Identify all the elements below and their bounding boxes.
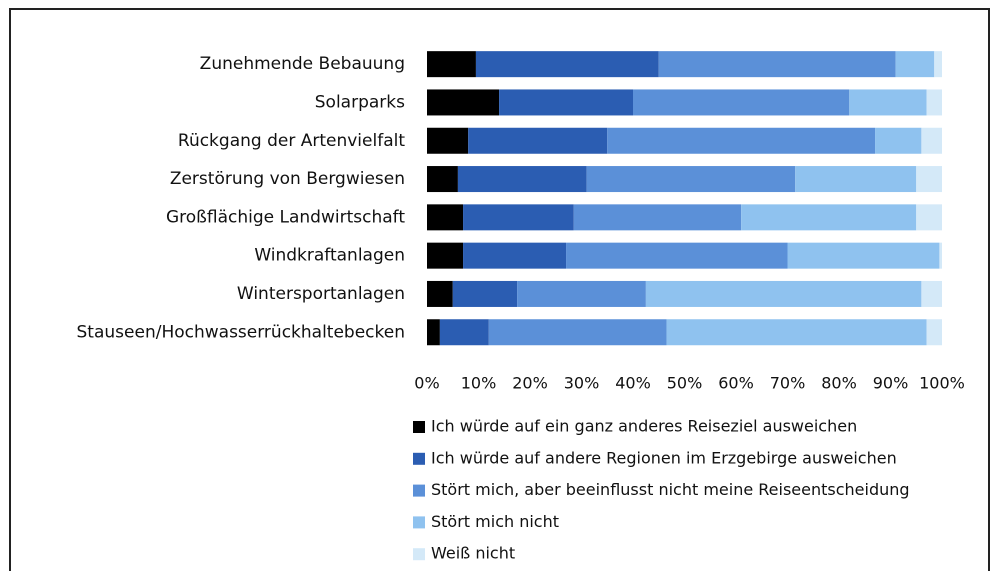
frame	[9, 8, 990, 571]
legend-swatch	[413, 548, 425, 561]
bar-segment	[916, 204, 942, 231]
bar-segment	[427, 127, 469, 154]
bar-segment	[488, 319, 667, 346]
x-tick-label: 50%	[667, 374, 703, 393]
bar-segment	[795, 166, 917, 193]
y-tick-label: Wintersportanlagen	[237, 284, 405, 304]
bar-segment	[463, 204, 574, 231]
bar-segment	[427, 51, 476, 78]
x-tick-label: 10%	[461, 374, 497, 393]
bar-segment	[427, 242, 464, 269]
y-tick-label: Rückgang der Artenvielfalt	[178, 131, 405, 151]
legend-swatch	[413, 484, 425, 497]
bar-segment	[934, 51, 942, 78]
y-tick-label: Windkraftanlagen	[254, 246, 405, 266]
x-tick-label: 60%	[718, 374, 754, 393]
bar-segment	[926, 89, 942, 116]
legend-swatch	[413, 421, 425, 433]
bar-segment	[926, 319, 942, 346]
y-tick-label: Zerstörung von Bergwiesen	[170, 169, 405, 189]
bar-segment	[916, 166, 942, 193]
y-tick-label: Stauseen/Hochwasserrückhaltebecken	[77, 322, 405, 342]
bar-segment	[427, 166, 458, 193]
bar-segment	[475, 51, 659, 78]
bar-segment	[849, 89, 927, 116]
bar-segment	[427, 280, 453, 307]
bar-segment	[787, 242, 940, 269]
bar-segment	[645, 280, 922, 307]
bar-segment	[468, 127, 608, 154]
x-tick-label: 80%	[821, 374, 857, 393]
y-tick-label: Zunehmende Bebauung	[200, 54, 405, 74]
x-tick-label: 20%	[512, 374, 548, 393]
x-tick-label: 100%	[919, 374, 965, 393]
bar-segment	[463, 242, 567, 269]
bar-segment	[427, 319, 440, 346]
bar-segment	[439, 319, 489, 346]
legend-swatch	[413, 516, 425, 529]
bar-segment	[452, 280, 518, 307]
x-tick-label: 40%	[615, 374, 651, 393]
bar-segment	[658, 51, 896, 78]
bar-segment	[566, 242, 788, 269]
y-tick-label: Großflächige Landwirtschaft	[166, 207, 405, 227]
legend-label: Ich würde auf ein ganz anderes Reiseziel…	[431, 417, 857, 436]
bar-segment	[875, 127, 922, 154]
bar-segment	[921, 127, 942, 154]
bar-segment	[586, 166, 796, 193]
legend-label: Stört mich, aber beeinflusst nicht meine…	[431, 480, 910, 499]
bar-segment	[517, 280, 646, 307]
x-tick-label: 30%	[564, 374, 600, 393]
x-tick-label: 70%	[770, 374, 806, 393]
bar-segment	[427, 204, 464, 231]
bar-segment	[427, 89, 500, 116]
bar-segment	[921, 280, 942, 307]
bar-segment	[607, 127, 876, 154]
bar-segment	[895, 51, 935, 78]
legend-swatch	[413, 452, 425, 465]
bar-segment	[457, 166, 587, 193]
x-tick-label: 90%	[873, 374, 909, 393]
legend-label: Ich würde auf andere Regionen im Erzgebi…	[431, 448, 897, 467]
bar-segment	[633, 89, 850, 116]
legend-label: Stört mich nicht	[431, 512, 559, 531]
bar-segment	[939, 242, 942, 269]
bar-segment	[499, 89, 633, 116]
x-tick-label: 0%	[414, 374, 439, 393]
y-tick-label: Solarparks	[315, 92, 405, 112]
bar-segment	[741, 204, 917, 231]
bar-segment	[666, 319, 927, 346]
bar-segment	[573, 204, 742, 231]
legend-label: Weiß nicht	[431, 544, 515, 563]
